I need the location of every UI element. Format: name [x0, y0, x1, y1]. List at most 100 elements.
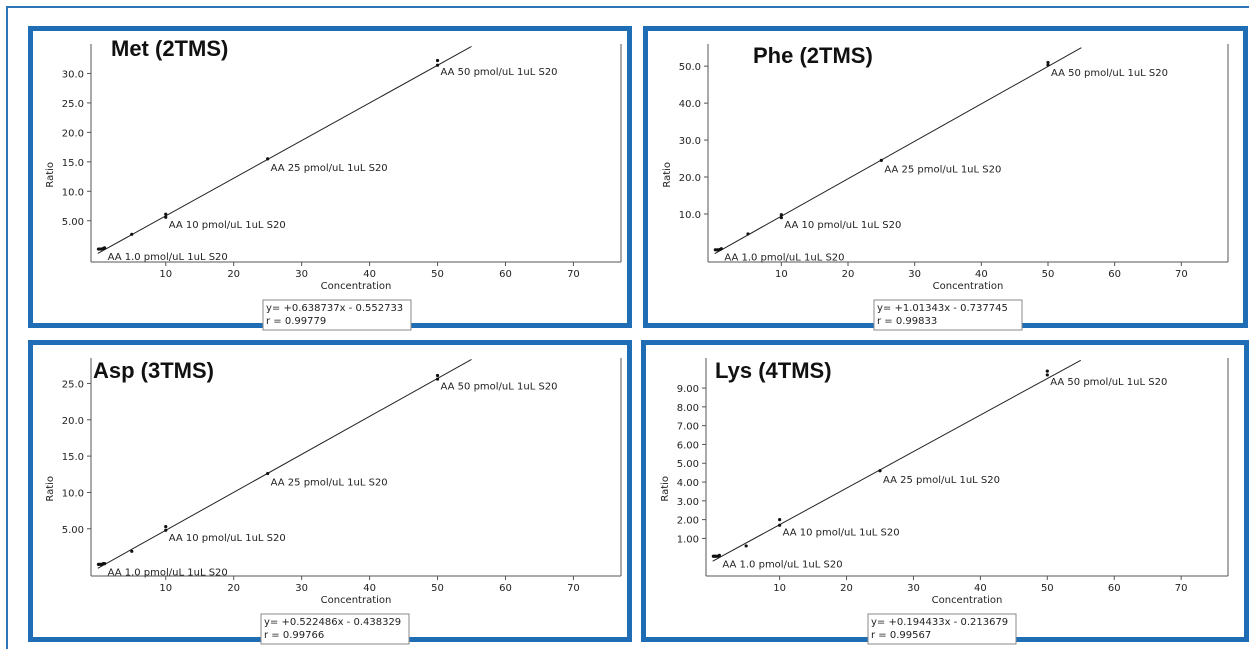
data-point	[435, 58, 440, 63]
x-tick-label: 60	[499, 583, 512, 594]
y-tick-label: 10.0	[62, 488, 84, 499]
point-label: AA 50 pmol/uL 1uL S20	[441, 67, 558, 78]
x-tick-label: 10	[159, 583, 172, 594]
equation-box	[260, 613, 410, 645]
point-label: AA 50 pmol/uL 1uL S20	[1051, 68, 1168, 79]
y-axis-label: Ratio	[45, 162, 56, 188]
lys-chart-svg: Lys (4TMS) 1.00 2.00 3.00 4.00 5.00 6.00 7.00 8.…	[660, 358, 1229, 645]
y-tick-label: 25.0	[62, 379, 84, 390]
x-tick-label: 60	[1108, 583, 1121, 594]
y-tick-label: 9.00	[677, 384, 699, 395]
y-tick-label: 20.0	[62, 416, 84, 427]
y-tick-label: 15.0	[62, 452, 84, 463]
equation-box	[873, 299, 1023, 331]
y-tick-label: 3.00	[677, 497, 699, 508]
data-point	[778, 523, 782, 527]
regression-line	[712, 359, 1082, 562]
data-point	[435, 377, 440, 381]
met-chart-panel: Met (2TMS) 5.00 10.0 15.0 20.0 25.0 30.0 10 20 30…	[28, 26, 632, 331]
data-point	[266, 471, 270, 476]
y-tick-label: 5.00	[677, 459, 699, 470]
point-label: AA 25 pmol/uL 1uL S20	[271, 163, 388, 174]
asp-chart-svg: Asp (3TMS) 5.00 10.0 15.0 20.0 25.0 10 20 30 40 50…	[45, 358, 622, 645]
y-tick-label: 10.0	[679, 210, 701, 221]
data-point	[266, 157, 270, 161]
y-tick-label: 30.0	[679, 136, 701, 147]
point-label: AA 1.0 pmol/uL 1uL S20	[108, 568, 228, 579]
x-tick-label: 60	[1108, 269, 1121, 280]
chart-title: Lys (4TMS)	[715, 358, 832, 383]
data-point	[879, 158, 883, 162]
data-point	[719, 247, 723, 251]
y-axis-label: Ratio	[45, 476, 56, 502]
point-label: AA 25 pmol/uL 1uL S20	[271, 478, 388, 489]
x-tick-label: 50	[1042, 269, 1055, 280]
x-tick-label: 10	[159, 269, 172, 280]
asp-chart-panel: Asp (3TMS) 5.00 10.0 15.0 20.0 25.0 10 20 30 40 50…	[28, 340, 632, 645]
point-label: AA 10 pmol/uL 1uL S20	[784, 220, 901, 231]
x-axis-label: Concentration	[932, 595, 1003, 606]
y-tick-label: 5.00	[62, 217, 84, 228]
data-point	[1045, 373, 1049, 377]
x-tick-label: 70	[567, 269, 580, 280]
x-tick-label: 30	[907, 583, 920, 594]
regression-equation: y= +1.01343x - 0.737745	[877, 303, 1008, 314]
x-axis-label: Concentration	[321, 281, 392, 292]
y-axis-label: Ratio	[660, 476, 671, 502]
y-tick-label: 5.00	[62, 525, 84, 536]
chart-title: Phe (2TMS)	[753, 43, 873, 68]
y-tick-label: 40.0	[679, 99, 701, 110]
lys-chart-panel: Lys (4TMS) 1.00 2.00 3.00 4.00 5.00 6.00 7.00 8.…	[641, 340, 1249, 645]
x-tick-label: 40	[974, 583, 987, 594]
x-tick-label: 60	[499, 269, 512, 280]
correlation-value: r = 0.99779	[266, 316, 326, 327]
data-point	[1046, 60, 1050, 65]
y-tick-label: 2.00	[677, 516, 699, 527]
x-tick-label: 20	[227, 583, 240, 594]
data-point	[130, 232, 134, 236]
y-tick-label: 30.0	[62, 69, 84, 80]
y-tick-label: 10.0	[62, 187, 84, 198]
x-tick-label: 30	[295, 269, 308, 280]
data-point	[435, 63, 440, 67]
y-tick-label: 20.0	[62, 128, 84, 139]
x-tick-label: 50	[1041, 583, 1054, 594]
data-point	[102, 562, 107, 566]
x-tick-label: 40	[975, 269, 988, 280]
x-tick-label: 30	[908, 269, 921, 280]
y-tick-label: 4.00	[677, 478, 699, 489]
data-point	[102, 246, 107, 250]
regression-line	[97, 359, 472, 569]
data-point	[435, 373, 440, 378]
x-axis-label: Concentration	[933, 281, 1004, 292]
x-tick-label: 40	[363, 269, 376, 280]
correlation-value: r = 0.99833	[877, 316, 937, 327]
y-tick-label: 8.00	[677, 403, 699, 414]
x-axis-label: Concentration	[321, 595, 392, 606]
point-label: AA 1.0 pmol/uL 1uL S20	[108, 252, 228, 263]
y-tick-label: 15.0	[62, 158, 84, 169]
point-label: AA 50 pmol/uL 1uL S20	[1050, 377, 1167, 388]
regression-equation: y= +0.194433x - 0.213679	[871, 617, 1008, 628]
x-tick-label: 50	[431, 269, 444, 280]
data-point	[130, 549, 134, 553]
x-tick-label: 70	[567, 583, 580, 594]
data-point	[778, 518, 782, 522]
data-point	[779, 216, 783, 220]
data-point	[717, 553, 721, 557]
data-point	[164, 212, 168, 216]
point-label: AA 1.0 pmol/uL 1uL S20	[722, 559, 842, 570]
correlation-value: r = 0.99567	[871, 630, 931, 641]
x-tick-label: 10	[775, 269, 788, 280]
chart-title: Asp (3TMS)	[93, 358, 214, 383]
x-tick-label: 70	[1175, 269, 1188, 280]
y-axis-label: Ratio	[662, 162, 673, 188]
point-label: AA 10 pmol/uL 1uL S20	[169, 533, 286, 544]
data-point	[878, 469, 882, 473]
x-tick-label: 20	[840, 583, 853, 594]
regression-line	[714, 47, 1082, 255]
point-label: AA 10 pmol/uL 1uL S20	[783, 527, 900, 538]
data-point	[164, 215, 168, 219]
x-tick-label: 50	[431, 583, 444, 594]
figure-frame	[6, 6, 1249, 649]
